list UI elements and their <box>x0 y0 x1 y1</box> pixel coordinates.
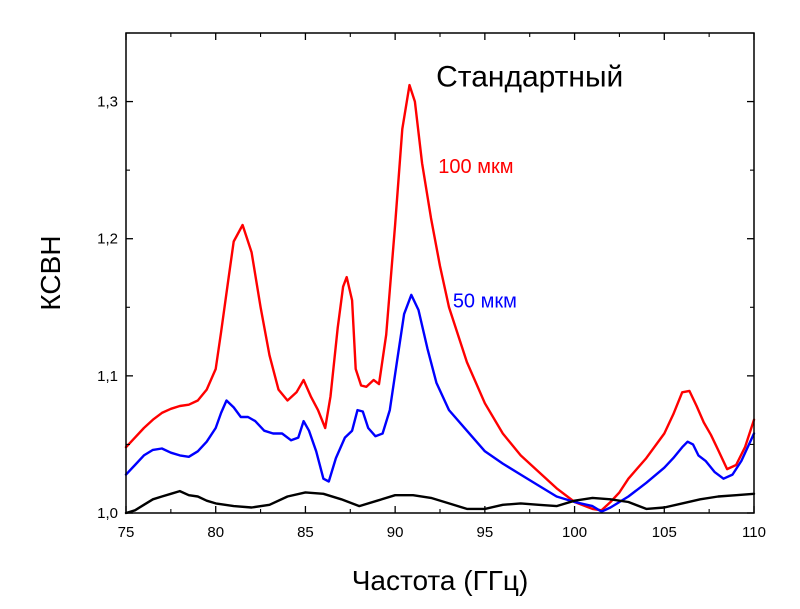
x-tick-label: 90 <box>387 524 404 541</box>
x-tick-label: 105 <box>652 524 677 541</box>
x-tick-label: 75 <box>118 524 135 541</box>
ticks-layer: 75 80 85 90 95 100 105 110 1,0 1,1 1,2 1,3 <box>97 32 766 541</box>
x-axis-title: Частота (ГГц) <box>352 565 529 596</box>
annotation-3: 50 мкм <box>453 290 517 312</box>
x-tick-label: 110 <box>742 524 766 541</box>
y-axis-title: КСВН <box>35 235 66 310</box>
series-line-1 <box>124 83 756 512</box>
annotation-2: 100 мкм <box>438 156 513 178</box>
y-tick-label: 1,1 <box>97 368 118 385</box>
y-tick-label: 1,2 <box>97 231 118 248</box>
series-layer <box>124 83 756 515</box>
series-line-3 <box>124 489 756 515</box>
series-line-2 <box>124 293 756 513</box>
x-tick-label: 100 <box>562 524 587 541</box>
y-tick-label: 1,0 <box>97 505 118 522</box>
x-tick-label: 95 <box>477 524 494 541</box>
annotation-1: Стандартный <box>436 60 623 93</box>
annotations-layer: Стандартный 100 мкм 50 мкм <box>436 60 623 312</box>
y-tick-label: 1,3 <box>97 94 118 111</box>
x-tick-label: 85 <box>297 524 314 541</box>
x-tick-label: 80 <box>207 524 224 541</box>
